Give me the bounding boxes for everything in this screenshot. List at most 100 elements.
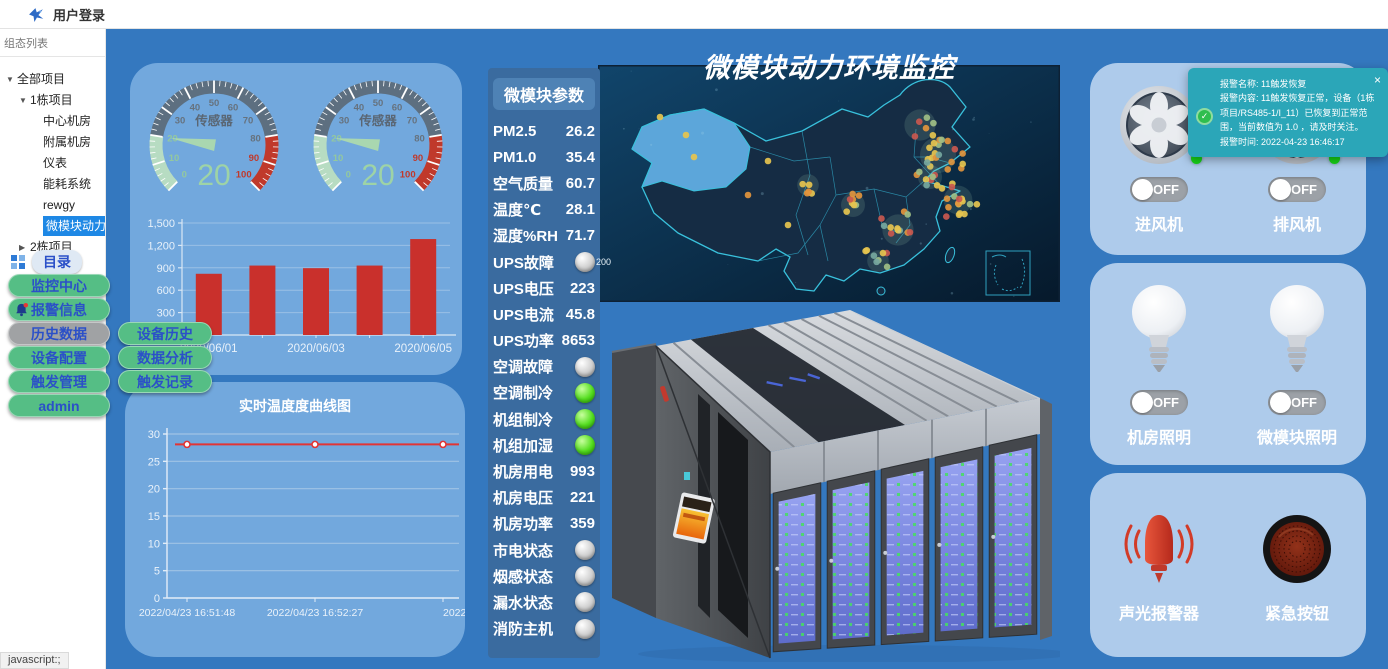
status-indicator xyxy=(575,566,595,587)
menu-button[interactable]: admin xyxy=(8,394,110,417)
parameter-label: 湿度%RH xyxy=(493,228,559,246)
parameter-row: UPS故障 xyxy=(488,249,600,275)
parameter-row: UPS功率 8653 xyxy=(488,328,600,354)
sidebar-tree-item[interactable]: 能耗系统 xyxy=(0,174,105,195)
server-room-3d xyxy=(598,300,1074,663)
parameter-row: UPS电流 45.8 xyxy=(488,301,600,327)
room-light-toggle[interactable]: OFF xyxy=(1130,390,1188,415)
siren-label: 声光报警器 xyxy=(1118,605,1199,623)
tree-expander-icon[interactable]: ▼ xyxy=(6,75,14,84)
exhaust-fan-unit: OFF 排风机 xyxy=(1237,83,1357,235)
module-light-unit: OFF 微模块照明 xyxy=(1237,280,1357,448)
parameter-row: PM1.0 35.4 xyxy=(488,144,600,170)
menu-directory-button[interactable]: 目录 xyxy=(10,250,82,274)
svg-text:300: 300 xyxy=(157,308,175,320)
toggle-knob xyxy=(1132,392,1153,413)
parameter-value: 223 xyxy=(569,279,595,297)
menu-button[interactable]: 报警信息 xyxy=(8,298,110,321)
svg-text:传感器: 传感器 xyxy=(358,113,397,128)
toggle-knob xyxy=(1132,179,1153,200)
tree-item-label: 能耗系统 xyxy=(43,177,92,191)
alert-content-line: 报警内容: 11触发恢复正常，设备（1栋项目/RS485-1/I_11）已恢复到… xyxy=(1220,93,1375,133)
parameter-label: 机房电压 xyxy=(493,490,554,508)
menu-button-label: 监控中心 xyxy=(31,277,87,294)
sensor-light xyxy=(684,472,690,480)
menu-button-label: 历史数据 xyxy=(31,325,87,342)
sidebar-tree-item[interactable]: rewgy xyxy=(0,195,105,216)
south-china-sea-inset xyxy=(985,250,1031,296)
parameter-label: UPS故障 xyxy=(493,254,554,272)
exhaust-fan-toggle[interactable]: OFF xyxy=(1268,177,1326,202)
tree-item-label: rewgy xyxy=(43,198,76,212)
tree-item-label: 微模块动力环境 xyxy=(43,216,105,236)
submenu-button[interactable]: 数据分析 xyxy=(118,346,212,369)
parameter-row: 空调故障 xyxy=(488,354,600,380)
fan-status-dot xyxy=(1329,153,1340,164)
sidebar-tree-item[interactable]: 附属机房 xyxy=(0,132,105,153)
tree-expander-icon[interactable]: ▶ xyxy=(19,243,26,252)
sidebar-tree-item[interactable]: ▼ 1栋项目 xyxy=(0,90,105,111)
parameter-label: PM1.0 xyxy=(493,148,537,166)
alert-time-line: 报警时间: 2022-04-23 16:46:17 xyxy=(1220,136,1345,147)
menu-button[interactable]: 设备配置 xyxy=(8,346,110,369)
parameter-label: 空调制冷 xyxy=(493,385,554,403)
svg-text:70: 70 xyxy=(407,115,418,126)
sidebar-tree-item[interactable]: ▼ 全部项目 xyxy=(0,69,105,90)
parameter-row: 机房功率 359 xyxy=(488,511,600,537)
parameter-row: 市电状态 xyxy=(488,537,600,563)
submenu-button[interactable]: 触发记录 xyxy=(118,370,212,393)
map-scale-label: 200 xyxy=(596,257,612,267)
menu-button[interactable]: 触发管理 xyxy=(8,370,110,393)
svg-text:30: 30 xyxy=(175,115,186,126)
parameter-value: 26.2 xyxy=(565,122,595,140)
emergency-button[interactable] xyxy=(1255,507,1339,591)
parameter-value: 71.7 xyxy=(565,227,595,245)
submenu-button[interactable]: 设备历史 xyxy=(118,322,212,345)
parameter-row: 湿度%RH 71.7 xyxy=(488,223,600,249)
gauge-group: 0 10 20 30 40 50 60 70 80 90 100 传感器 20 0 10 20 30 40 50 6… xyxy=(130,63,462,203)
parameter-label: 烟感状态 xyxy=(493,568,554,586)
sensor-gauge-left: 010 20 30 40 50 60 70 80 90 100 传感器 20 xyxy=(149,80,279,192)
svg-text:40: 40 xyxy=(354,103,365,114)
micromodule-3d-view xyxy=(611,310,1074,663)
svg-text:20: 20 xyxy=(148,484,160,496)
status-indicator xyxy=(575,435,595,456)
parameter-value: 8653 xyxy=(561,332,595,350)
status-indicator xyxy=(575,409,595,430)
temperature-panel: 实时温度度曲线图 0 5 10 15 20 25 30 2022/04/23 16:51:48… xyxy=(125,382,465,657)
sidebar-tree-item[interactable]: 中心机房 xyxy=(0,111,105,132)
svg-text:0: 0 xyxy=(346,170,351,181)
bulb-icon xyxy=(1257,280,1337,380)
module-light-toggle[interactable]: OFF xyxy=(1268,390,1326,415)
svg-text:2020/06/03: 2020/06/03 xyxy=(287,343,345,355)
tree-item-label: 全部项目 xyxy=(17,72,66,86)
svg-text:90: 90 xyxy=(249,153,260,164)
toggle-state-label: OFF xyxy=(1153,182,1179,197)
parameter-label: 市电状态 xyxy=(493,542,554,560)
svg-text:50: 50 xyxy=(209,98,220,109)
parameter-label: UPS功率 xyxy=(493,333,554,351)
parameter-label: 漏水状态 xyxy=(493,594,554,612)
svg-text:2022/04/23 16:5: 2022/04/23 16:5 xyxy=(443,607,465,619)
sidebar-tree-item[interactable]: 微模块动力环境 xyxy=(0,216,105,237)
close-icon[interactable]: × xyxy=(1373,73,1381,87)
svg-text:传感器: 传感器 xyxy=(194,113,233,128)
alarm-bell-icon xyxy=(16,302,29,317)
svg-text:2022/04/23 16:51:48: 2022/04/23 16:51:48 xyxy=(139,607,236,619)
menu-button[interactable]: 监控中心 xyxy=(8,274,110,297)
light-label: 微模块照明 xyxy=(1256,430,1337,447)
tree-expander-icon[interactable]: ▼ xyxy=(19,96,27,105)
parameter-label: 温度℃ xyxy=(493,202,542,220)
sidebar-tree-item[interactable]: 仪表 xyxy=(0,153,105,174)
toggle-state-label: OFF xyxy=(1153,395,1179,410)
toggle-state-label: OFF xyxy=(1291,395,1317,410)
user-login-link[interactable]: 用户登录 xyxy=(53,7,106,23)
temperature-line-chart: 0 5 10 15 20 25 30 2022/04/23 16:51:48 2022/04/2… xyxy=(139,428,465,619)
intake-fan-toggle[interactable]: OFF xyxy=(1130,177,1188,202)
svg-text:1,200: 1,200 xyxy=(147,240,175,252)
intake-fan-unit: OFF 进风机 xyxy=(1099,83,1219,235)
svg-text:40: 40 xyxy=(190,103,201,114)
menu-button[interactable]: 历史数据 xyxy=(8,322,110,345)
parameter-label: UPS电流 xyxy=(493,306,554,324)
toggle-knob xyxy=(1270,392,1291,413)
